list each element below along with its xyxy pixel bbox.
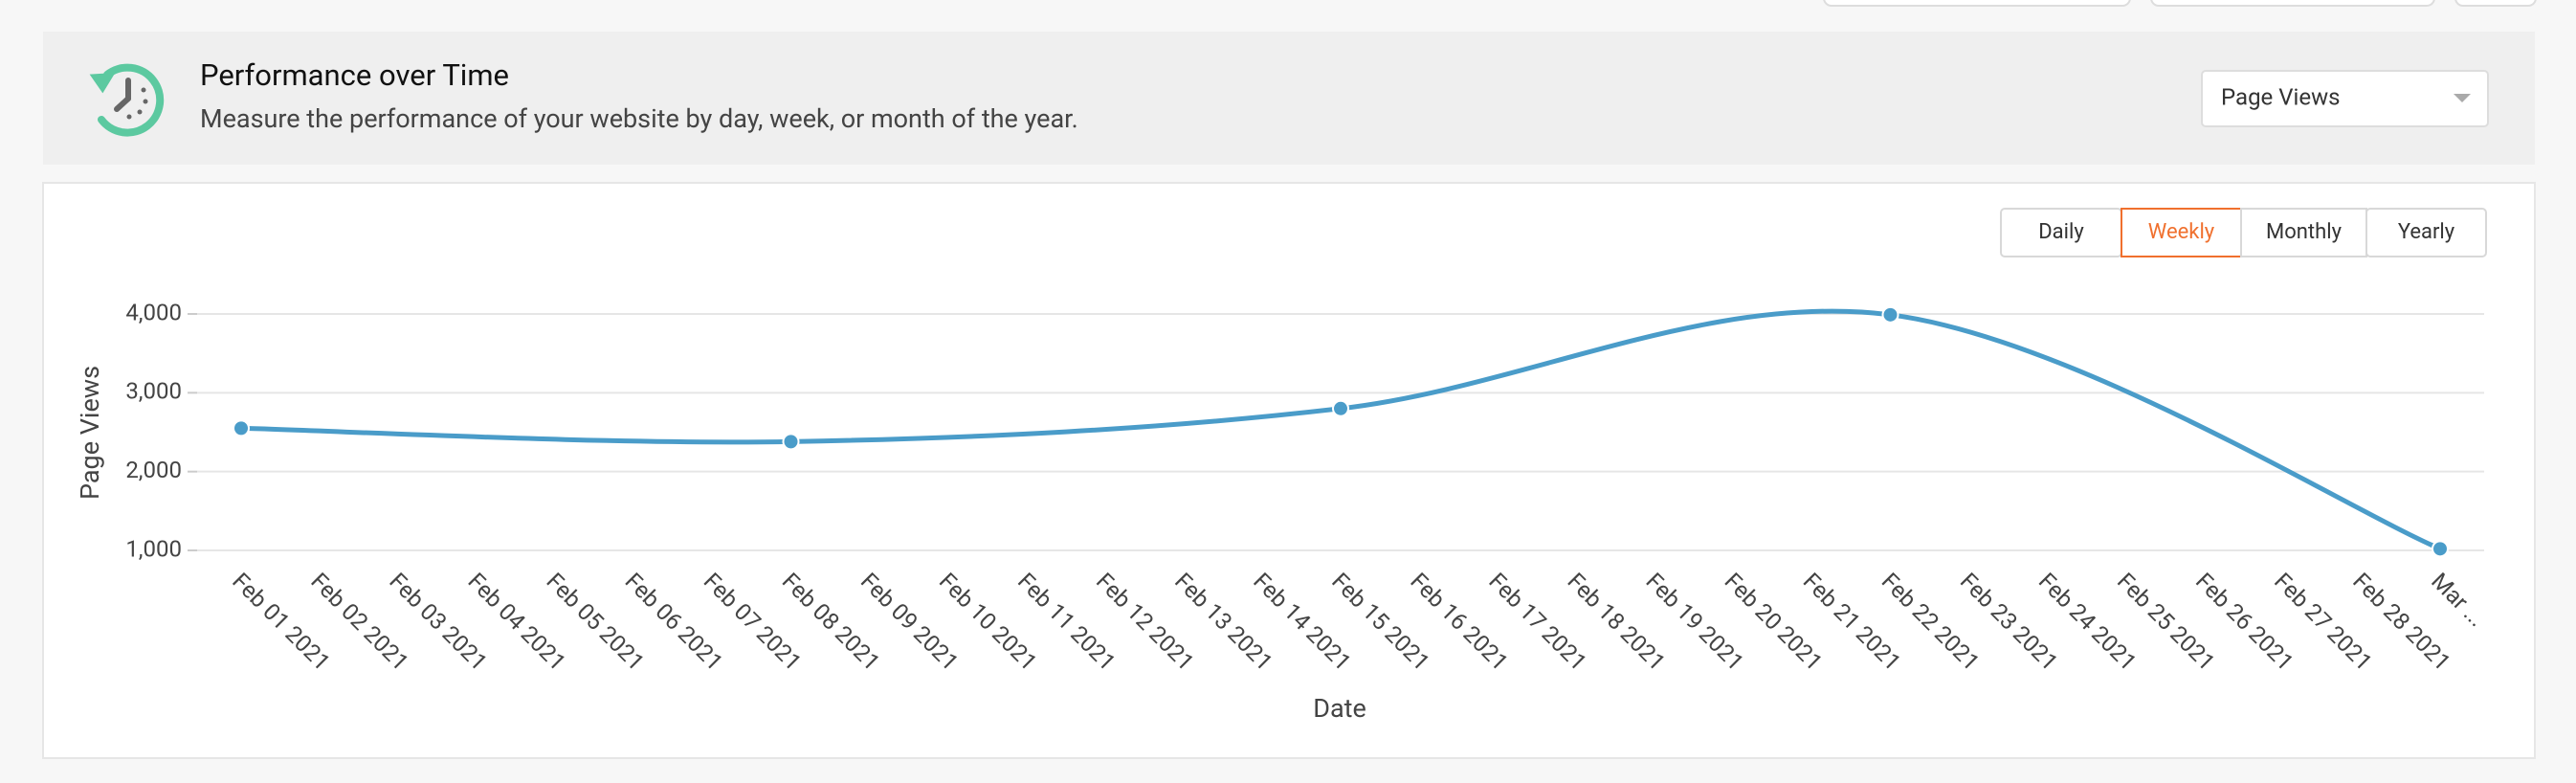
- top-control[interactable]: [2454, 0, 2537, 7]
- data-point[interactable]: [1332, 399, 1349, 417]
- data-point[interactable]: [1881, 305, 1899, 324]
- subtitle: Measure the performance of your website …: [200, 103, 1078, 134]
- x-axis-label: Date: [1313, 693, 1366, 724]
- dropdown-arrow: [2454, 94, 2471, 102]
- data-point[interactable]: [233, 419, 250, 437]
- y-tick-label: 3,000: [125, 378, 182, 405]
- data-point[interactable]: [2432, 540, 2449, 558]
- period-button[interactable]: [2240, 208, 2367, 257]
- top-control[interactable]: [1823, 0, 2131, 7]
- period-label: Monthly: [2266, 220, 2343, 244]
- y-tick-label: 4,000: [125, 299, 182, 325]
- chart-card: [42, 182, 2536, 759]
- period-label: Daily: [2038, 220, 2084, 244]
- top-control[interactable]: [2150, 0, 2435, 7]
- y-axis-label: Page Views: [75, 366, 105, 500]
- period-button[interactable]: [2365, 208, 2487, 257]
- clock-icon: [89, 63, 165, 137]
- period-button[interactable]: [2121, 208, 2242, 257]
- header-panel: [43, 32, 2535, 165]
- y-tick-label: 2,000: [125, 457, 182, 483]
- title: Performance over Time: [200, 57, 509, 93]
- data-point[interactable]: [782, 433, 800, 451]
- y-tick-label: 1,000: [125, 535, 182, 562]
- metric-dropdown[interactable]: [2201, 70, 2489, 127]
- dropdown-value: Page Views: [2221, 83, 2341, 110]
- period-label: Yearly: [2398, 220, 2455, 244]
- period-label: Weekly: [2148, 220, 2215, 244]
